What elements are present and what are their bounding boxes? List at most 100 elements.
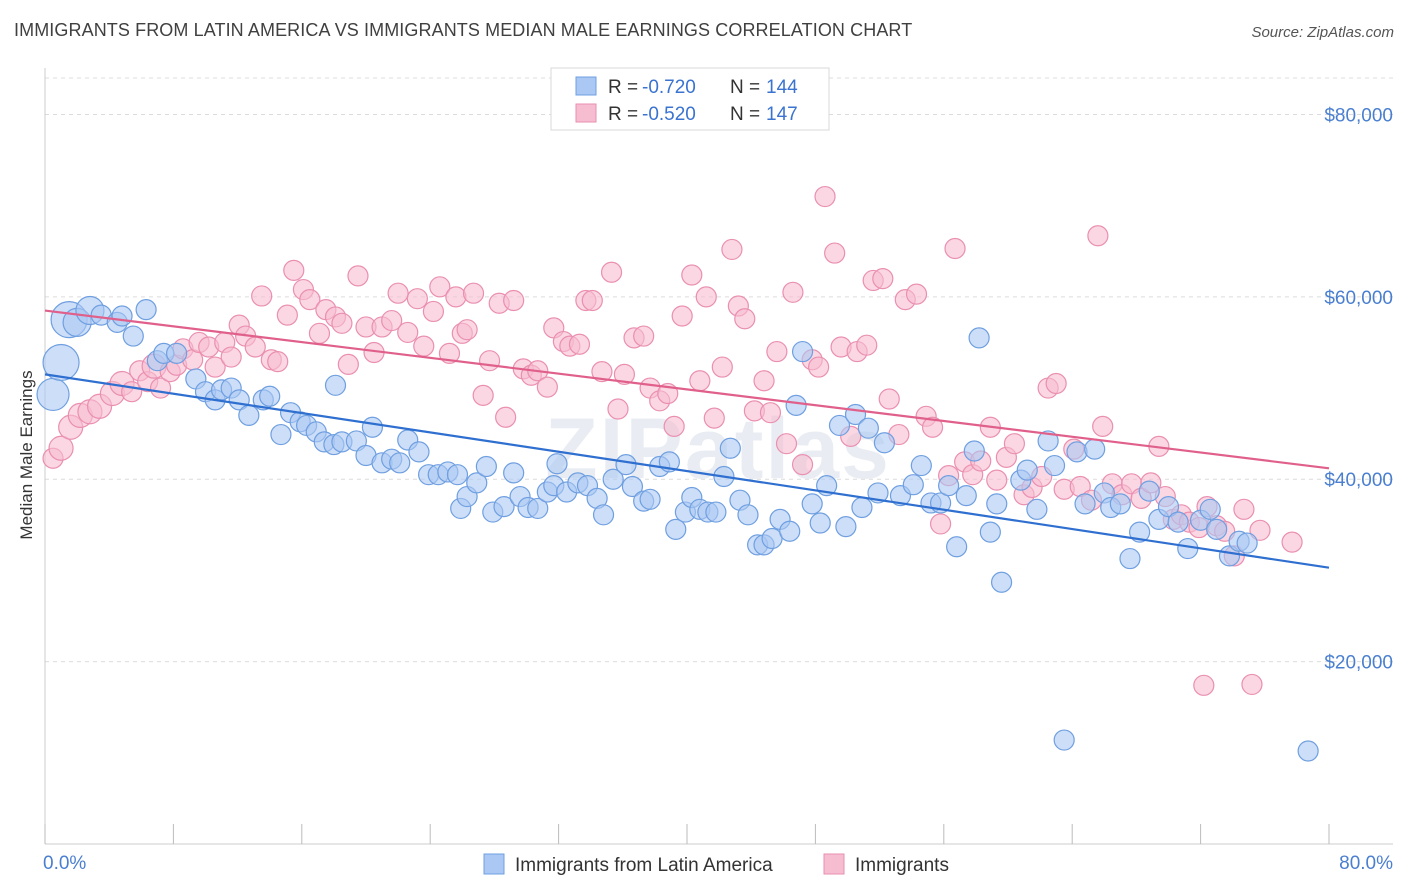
point-latin-america-0 xyxy=(36,377,70,412)
trend-line-immigrants xyxy=(44,309,1330,470)
point-latin-america-31 xyxy=(345,430,367,452)
point-latin-america-105 xyxy=(979,521,1001,543)
y-axis-label: Median Male Earnings xyxy=(17,370,36,539)
point-latin-america-21 xyxy=(259,385,281,407)
point-immigrants-70 xyxy=(607,398,629,420)
point-immigrants-103 xyxy=(872,268,894,290)
point-immigrants-104 xyxy=(878,388,900,410)
legend-n-value-blue: 144 xyxy=(766,77,798,98)
point-latin-america-73 xyxy=(705,501,727,523)
point-immigrants-89 xyxy=(759,402,782,424)
point-latin-america-128 xyxy=(1199,498,1221,520)
point-immigrants-91 xyxy=(775,433,798,455)
point-latin-america-92 xyxy=(857,417,879,439)
point-immigrants-19 xyxy=(204,356,226,378)
point-immigrants-101 xyxy=(856,334,878,356)
point-immigrants-42 xyxy=(387,282,409,304)
point-latin-america-132 xyxy=(1236,532,1258,554)
point-immigrants-150 xyxy=(1281,531,1303,553)
point-immigrants-79 xyxy=(681,264,703,286)
point-latin-america-116 xyxy=(1084,438,1106,460)
point-latin-america-1 xyxy=(42,343,80,382)
x-tick-label-1: 80.0% xyxy=(1339,853,1393,874)
point-latin-america-9 xyxy=(135,299,157,321)
point-immigrants-41 xyxy=(381,309,403,332)
point-latin-america-12 xyxy=(166,342,188,364)
point-latin-america-61 xyxy=(602,468,624,490)
point-latin-america-93 xyxy=(867,482,889,504)
legend-swatch-blue xyxy=(575,76,597,96)
point-latin-america-133 xyxy=(1297,740,1319,762)
point-latin-america-88 xyxy=(828,414,851,437)
y-tick-label-1: $40,000 xyxy=(1324,470,1393,491)
point-immigrants-96 xyxy=(814,185,836,208)
point-latin-america-124 xyxy=(1157,495,1180,518)
point-immigrants-54 xyxy=(478,350,501,372)
point-latin-america-60 xyxy=(592,504,615,526)
point-latin-america-107 xyxy=(990,571,1013,593)
point-immigrants-46 xyxy=(422,300,445,323)
point-immigrants-78 xyxy=(671,305,693,327)
point-immigrants-71 xyxy=(613,363,636,385)
point-immigrants-65 xyxy=(568,333,591,355)
point-immigrants-95 xyxy=(808,356,830,378)
point-latin-america-119 xyxy=(1109,493,1131,515)
point-latin-america-130 xyxy=(1218,545,1241,567)
point-latin-america-125 xyxy=(1167,511,1189,533)
point-immigrants-117 xyxy=(986,469,1008,491)
point-immigrants-48 xyxy=(438,342,461,364)
point-latin-america-110 xyxy=(1026,498,1048,520)
point-latin-america-75 xyxy=(719,437,741,459)
point-latin-america-121 xyxy=(1129,521,1151,543)
legend-r-label-pink: R = xyxy=(608,104,638,125)
point-latin-america-82 xyxy=(779,520,801,542)
point-immigrants-67 xyxy=(581,289,603,312)
point-latin-america-97 xyxy=(910,454,932,477)
point-immigrants-110 xyxy=(929,513,952,535)
x-tick-label-0: 0.0% xyxy=(43,853,86,874)
point-latin-america-109 xyxy=(1016,459,1038,481)
legend-r-label-blue: R = xyxy=(608,77,638,98)
point-immigrants-88 xyxy=(753,370,775,392)
point-latin-america-122 xyxy=(1138,480,1160,502)
point-immigrants-81 xyxy=(695,286,717,308)
point-latin-america-84 xyxy=(791,340,814,363)
point-latin-america-104 xyxy=(968,327,990,349)
legend-swatch-pink xyxy=(575,103,597,123)
point-latin-america-33 xyxy=(361,416,384,438)
point-latin-america-38 xyxy=(408,441,430,463)
point-immigrants-83 xyxy=(711,356,733,378)
y-tick-label-3: $80,000 xyxy=(1324,105,1393,126)
point-immigrants-49 xyxy=(445,286,467,308)
bottom-legend-label-pink: Immigrants xyxy=(855,855,949,876)
point-immigrants-61 xyxy=(536,376,558,398)
series-legend: Immigrants from Latin America Immigrants xyxy=(483,853,949,876)
point-latin-america-46 xyxy=(475,455,497,478)
point-immigrants-28 xyxy=(276,304,298,326)
point-latin-america-96 xyxy=(902,474,924,496)
point-latin-america-85 xyxy=(801,493,823,515)
point-latin-america-91 xyxy=(851,496,873,519)
x-tick-labels: 0.0% 80.0% xyxy=(43,853,1393,874)
chart-title: IMMIGRANTS FROM LATIN AMERICA VS IMMIGRA… xyxy=(14,20,913,40)
point-latin-america-68 xyxy=(665,518,687,540)
point-latin-america-89 xyxy=(835,516,857,538)
legend-n-label-blue: N = xyxy=(730,77,760,98)
point-immigrants-109 xyxy=(921,416,944,438)
point-latin-america-22 xyxy=(270,423,292,446)
source-credit: Source: ZipAtlas.com xyxy=(1251,24,1394,41)
point-immigrants-129 xyxy=(1087,225,1109,247)
point-immigrants-92 xyxy=(782,281,804,303)
y-tick-label-2: $60,000 xyxy=(1324,288,1393,309)
point-latin-america-106 xyxy=(986,493,1008,515)
point-latin-america-62 xyxy=(615,454,637,476)
point-immigrants-32 xyxy=(308,322,331,344)
stats-legend: R = -0.720 N = 144 R = -0.520 N = 147 xyxy=(550,67,830,131)
point-latin-america-65 xyxy=(639,488,661,510)
point-latin-america-77 xyxy=(737,504,759,526)
point-immigrants-130 xyxy=(1092,415,1114,437)
point-immigrants-119 xyxy=(1003,433,1026,455)
legend-r-value-pink: -0.520 xyxy=(642,104,696,125)
point-immigrants-68 xyxy=(591,361,613,383)
